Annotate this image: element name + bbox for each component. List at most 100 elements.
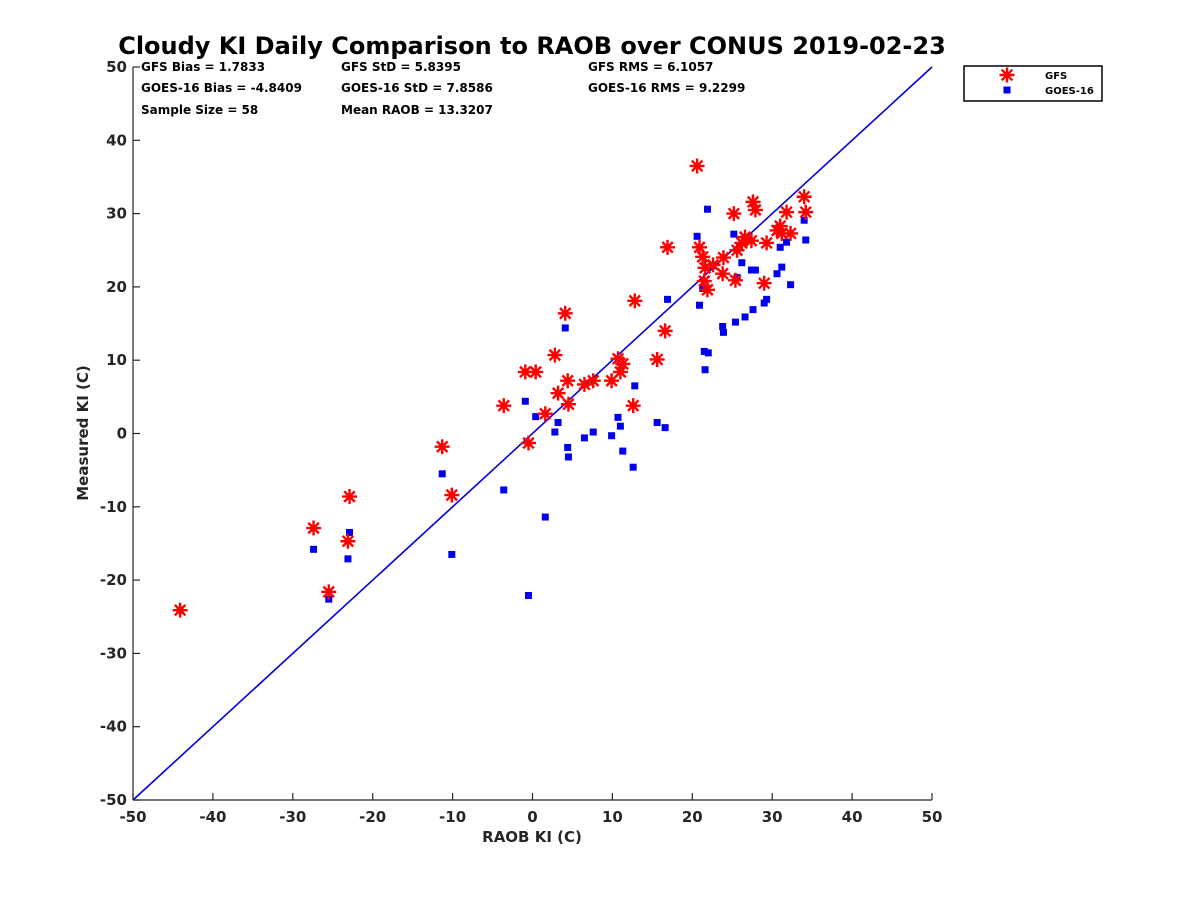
gfs-point: [560, 373, 576, 389]
goes16-point: [763, 295, 771, 303]
goes16-point: [719, 322, 727, 330]
x-tick-label: 30: [762, 808, 783, 826]
y-tick-label: 50: [106, 58, 127, 76]
goes16-point: [541, 513, 549, 521]
gfs-point: [695, 249, 711, 265]
gfs-point-glyph: [537, 406, 553, 422]
gfs-point-glyph: [695, 249, 711, 265]
gfs-point: [547, 347, 563, 363]
goes16-point: [554, 419, 562, 427]
y-tick-label: 10: [106, 351, 127, 369]
goes16-point: [521, 397, 529, 405]
stat-text: Sample Size = 58: [141, 103, 258, 117]
gfs-point: [705, 257, 721, 273]
x-axis-label: RAOB KI (C): [482, 828, 582, 846]
x-tick-label: -40: [199, 808, 226, 826]
gfs-point: [699, 282, 715, 298]
goes16-point: [564, 453, 572, 461]
gfs-point-glyph: [560, 373, 576, 389]
goes16-point: [719, 328, 727, 336]
gfs-point: [783, 225, 799, 241]
goes16-point: [731, 318, 739, 326]
gfs-point-glyph: [612, 364, 628, 380]
gfs-point-glyph: [521, 435, 537, 451]
gfs-point-glyph: [576, 376, 592, 392]
gfs-point: [759, 235, 775, 251]
gfs-point-glyph: [715, 250, 731, 266]
gfs-point-glyph: [585, 373, 601, 389]
x-axis: -50 -40 -30 -20 -10 0 10 20 30 40 50: [119, 793, 942, 826]
gfs-point-glyph: [743, 233, 759, 249]
gfs-point-glyph: [696, 273, 712, 289]
gfs-point-glyph: [342, 489, 358, 505]
gfs-point-glyph: [172, 602, 188, 618]
x-tick-label: -20: [359, 808, 386, 826]
x-tick-label: 10: [602, 808, 623, 826]
goes16-point: [760, 299, 768, 307]
gfs-point-glyph: [779, 204, 795, 220]
legend-goes16-marker: [1003, 86, 1011, 94]
gfs-point: [496, 398, 512, 414]
gfs-point-glyph: [604, 373, 620, 389]
y-tick-label: 20: [106, 278, 127, 296]
y-tick-label: -40: [100, 718, 127, 736]
gfs-point: [560, 396, 576, 412]
gfs-point: [625, 398, 641, 414]
stat-text: GOES-16 Bias = -4.8409: [141, 81, 302, 95]
gfs-point-glyph: [689, 158, 705, 174]
legend: GFS GOES-16: [963, 65, 1103, 102]
goes16-point: [787, 281, 795, 289]
gfs-point-glyph: [798, 204, 814, 220]
goes16-point: [664, 295, 672, 303]
y-tick-label: -50: [100, 791, 127, 809]
x-tick-label: 50: [922, 808, 943, 826]
legend-gfs-marker: [999, 67, 1015, 83]
goes16-point: [310, 545, 318, 553]
stat-text: GFS RMS = 6.1057: [588, 60, 713, 74]
goes16-point: [614, 413, 622, 421]
goes16-point: [525, 591, 533, 599]
gfs-point: [697, 260, 713, 276]
gfs-point-glyph: [434, 439, 450, 455]
goes16-point: [551, 428, 559, 436]
gfs-point: [660, 239, 676, 255]
gfs-point: [779, 204, 795, 220]
goes16-point: [776, 243, 784, 251]
gfs-point: [444, 487, 460, 503]
gfs-point: [612, 364, 628, 380]
legend-label-goes16: GOES-16: [1045, 86, 1094, 97]
y-axis-label: Measured KI (C): [74, 365, 92, 501]
gfs-point-glyph: [715, 266, 731, 282]
goes16-point: [700, 347, 708, 355]
goes16-point: [703, 205, 711, 213]
goes16-point: [346, 528, 354, 536]
y-tick-label: 30: [106, 205, 127, 223]
gfs-point-glyph: [705, 257, 721, 273]
goes16-point: [741, 313, 749, 321]
gfs-point-glyph: [734, 235, 750, 251]
gfs-point: [747, 202, 763, 218]
goes16-point: [344, 555, 352, 563]
gfs-point: [696, 273, 712, 289]
goes16-point: [629, 463, 637, 471]
gfs-point-glyph: [528, 364, 544, 380]
gfs-point: [691, 239, 707, 255]
gfs-point: [649, 351, 665, 367]
gfs-point-glyph: [517, 364, 533, 380]
x-tick-label: 40: [842, 808, 863, 826]
y-tick-label: -20: [100, 571, 127, 589]
goes16-point: [751, 266, 759, 274]
x-tick-label: 0: [527, 808, 537, 826]
gfs-point-glyph: [306, 520, 322, 536]
gfs-point-glyph: [627, 293, 643, 309]
gfs-point: [796, 189, 812, 205]
gfs-point-glyph: [560, 396, 576, 412]
gfs-point: [517, 364, 533, 380]
goes16-point: [730, 230, 738, 238]
goes16-point: [661, 424, 669, 432]
goes16-point: [631, 382, 639, 390]
gfs-point: [342, 489, 358, 505]
gfs-point-glyph: [729, 242, 745, 258]
gfs-point-glyph: [783, 225, 799, 241]
goes16-point: [653, 419, 661, 427]
